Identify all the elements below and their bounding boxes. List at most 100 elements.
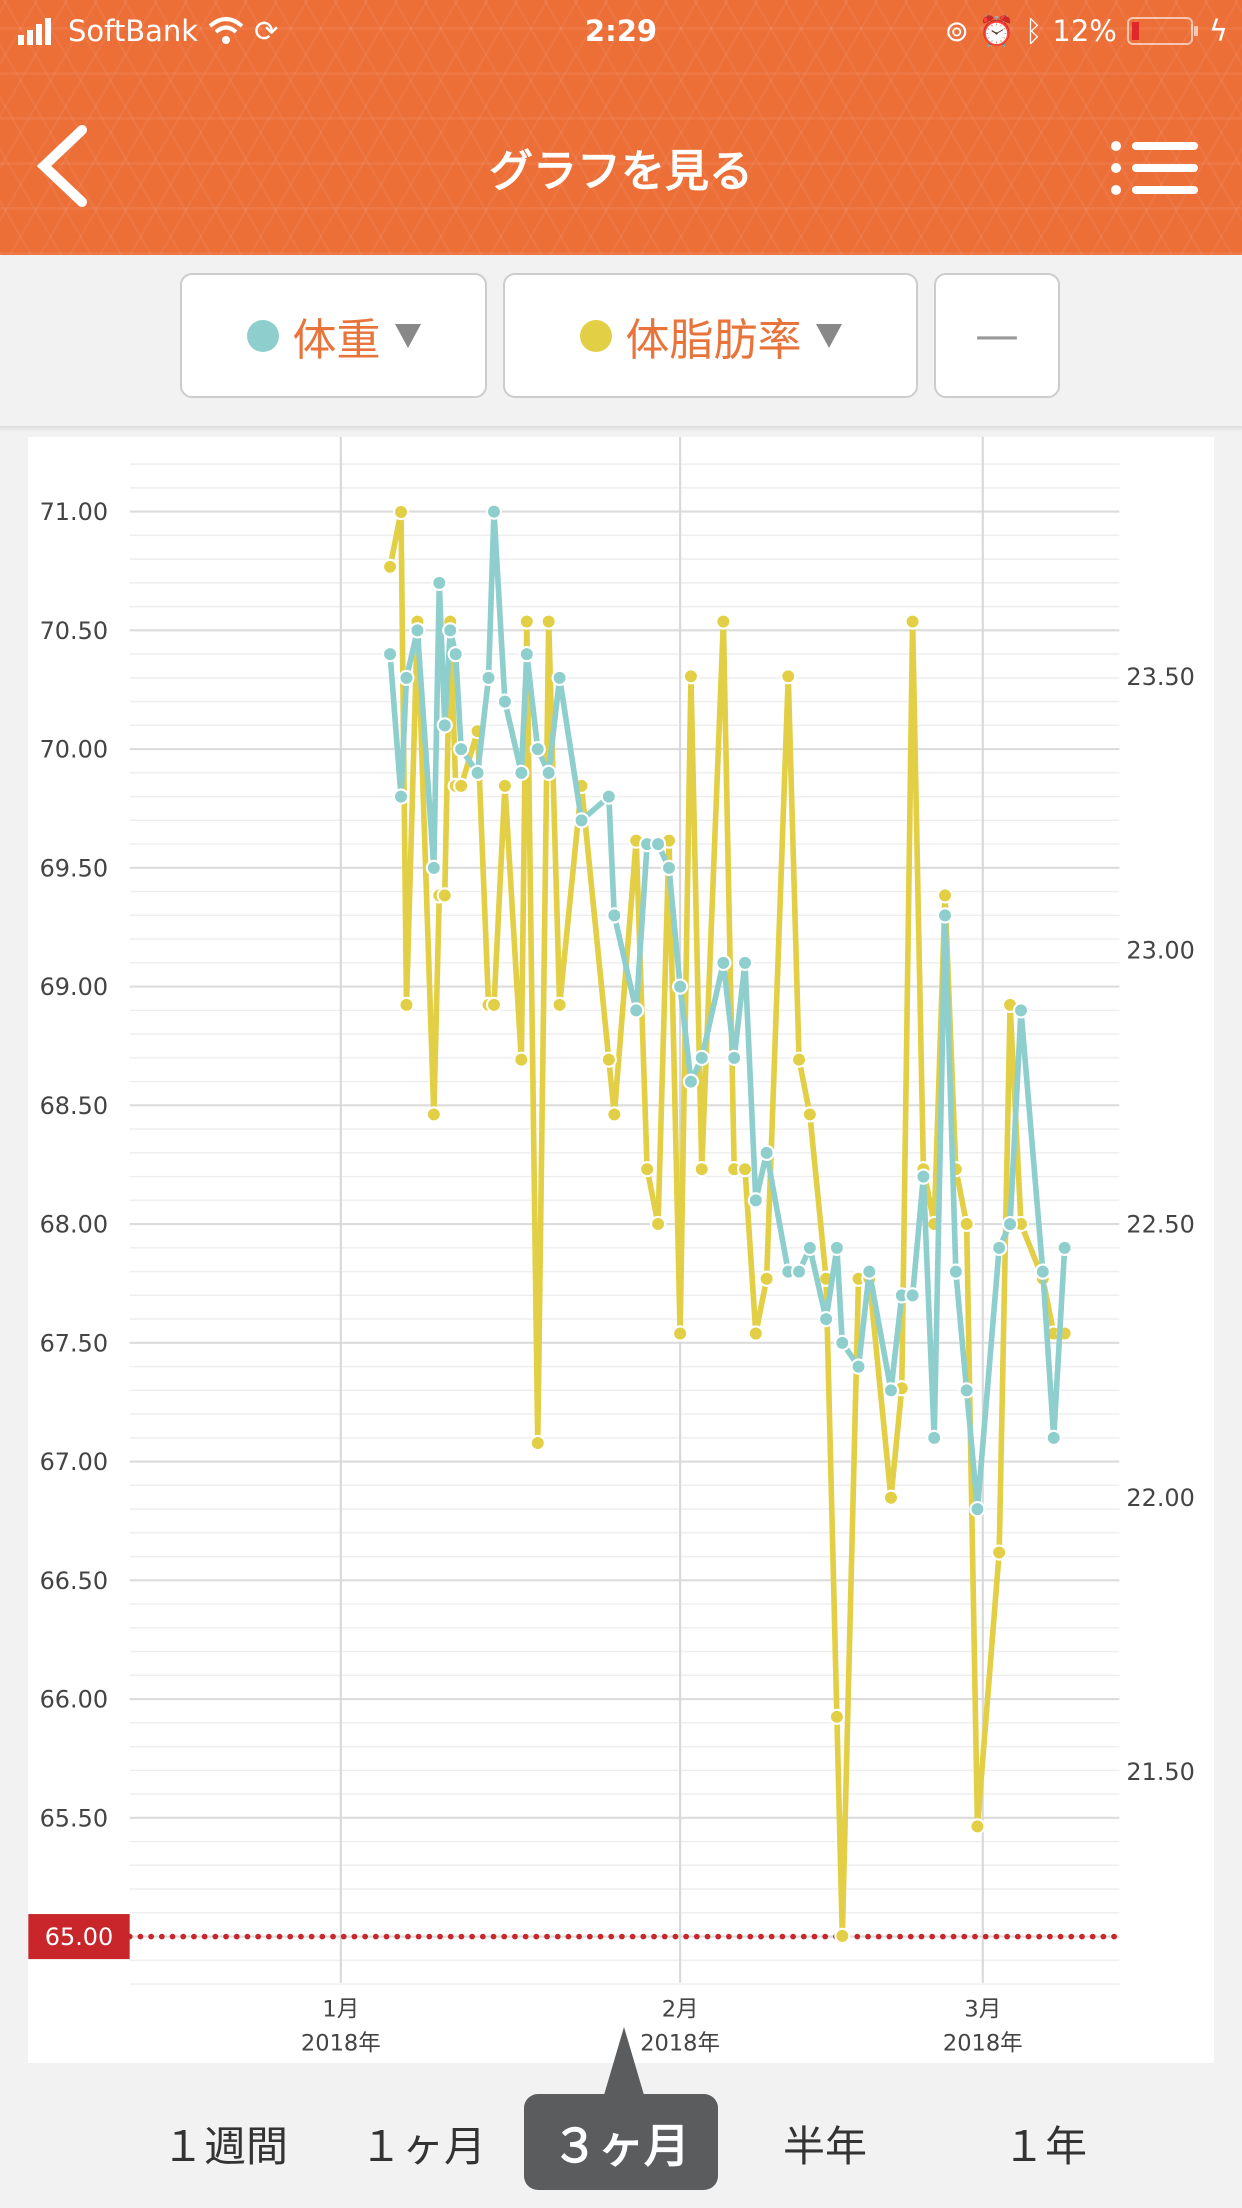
- data-point-weight: [1001, 1216, 1019, 1233]
- data-point-body-fat: [747, 1325, 764, 1342]
- target-label: 65.00: [45, 1923, 113, 1951]
- data-point-weight: [682, 1073, 700, 1090]
- y-left-tick: 68.00: [40, 1211, 108, 1239]
- y-right-tick: 22.00: [1126, 1484, 1194, 1512]
- y-left-tick: 70.50: [40, 617, 108, 645]
- none-label: —: [975, 310, 1019, 361]
- weight-series-select[interactable]: 体重: [180, 273, 487, 398]
- range-tab-3months[interactable]: ３ヶ月: [552, 2119, 690, 2173]
- data-point-weight: [817, 1310, 835, 1328]
- y-left-tick: 67.50: [40, 1329, 108, 1357]
- weight-legend-dot: [246, 319, 279, 352]
- data-point-body-fat: [828, 1708, 845, 1725]
- data-point-weight: [447, 646, 464, 663]
- data-point-weight: [736, 954, 754, 971]
- back-button[interactable]: [30, 120, 100, 210]
- data-point-weight: [969, 1500, 986, 1518]
- data-point-body-fat: [513, 1051, 530, 1068]
- data-point-body-fat: [780, 668, 797, 685]
- status-right: ⊚ ⏰ ᛒ 12% ϟ: [945, 8, 1228, 54]
- data-point-weight: [628, 1002, 645, 1019]
- data-point-weight: [398, 669, 415, 686]
- data-point-weight: [485, 503, 503, 520]
- data-point-weight: [453, 741, 470, 758]
- selected-range-pointer: [604, 2027, 644, 2095]
- data-point-body-fat: [715, 613, 732, 630]
- data-point-body-fat: [392, 503, 410, 521]
- data-point-body-fat: [485, 996, 503, 1013]
- data-point-body-fat: [834, 1927, 851, 1944]
- data-point-weight: [726, 1049, 743, 1066]
- data-point-weight: [573, 812, 590, 829]
- data-point-body-fat: [882, 1489, 900, 1506]
- data-point-weight: [600, 788, 617, 805]
- range-tab-6months[interactable]: 半年: [782, 2121, 867, 2171]
- data-point-weight: [518, 646, 535, 663]
- data-point-weight: [936, 907, 954, 924]
- data-point-weight: [834, 1334, 851, 1351]
- data-point-weight: [529, 741, 546, 758]
- data-point-weight: [1012, 1002, 1030, 1019]
- battery-icon: [1126, 17, 1198, 45]
- data-point-body-fat: [936, 887, 954, 904]
- x-tick-month: 3月: [964, 1997, 1001, 2023]
- divider: [0, 426, 1242, 432]
- data-point-weight: [1056, 1239, 1073, 1256]
- dropdown-arrow-icon: [815, 323, 842, 348]
- range-tab-1year[interactable]: １年: [1002, 2121, 1087, 2171]
- data-point-weight: [409, 622, 426, 639]
- data-point-weight: [958, 1382, 975, 1399]
- app-header: SoftBank ⟳ 2:29 ⊚ ⏰ ᛒ 12% ϟ グラフを見る: [0, 0, 1242, 255]
- data-point-weight: [425, 859, 442, 876]
- list-menu-icon[interactable]: [1110, 138, 1200, 198]
- data-point-weight: [991, 1239, 1008, 1256]
- data-point-weight: [926, 1429, 943, 1446]
- data-point-weight: [758, 1144, 775, 1161]
- data-point-weight: [436, 717, 453, 734]
- data-point-body-fat: [693, 1161, 710, 1178]
- data-point-weight: [715, 954, 732, 971]
- data-point-body-fat: [398, 996, 415, 1013]
- y-left-tick: 67.00: [40, 1448, 108, 1476]
- x-tick-month: 1月: [322, 1997, 359, 2023]
- data-point-weight: [513, 764, 530, 781]
- range-tab-1week[interactable]: １週間: [161, 2121, 288, 2171]
- data-point-weight: [747, 1192, 764, 1209]
- range-tab-1month[interactable]: １ヶ月: [359, 2121, 486, 2171]
- data-point-body-fat: [958, 1215, 975, 1233]
- carrier: SoftBank: [68, 14, 199, 48]
- battery-percent: 12%: [1052, 14, 1117, 48]
- y-left-tick: 65.50: [40, 1804, 108, 1832]
- wifi-icon: [208, 17, 244, 44]
- x-tick-year: 2018年: [301, 2030, 381, 2056]
- data-point-weight: [1045, 1429, 1062, 1446]
- data-point-body-fat: [425, 1106, 442, 1123]
- data-point-weight: [606, 907, 623, 924]
- data-point-weight: [915, 1168, 932, 1185]
- data-point-body-fat: [736, 1161, 754, 1178]
- data-point-body-fat: [600, 1051, 617, 1068]
- data-point-body-fat: [436, 887, 453, 904]
- y-left-tick: 66.50: [40, 1567, 108, 1595]
- data-point-weight: [693, 1049, 710, 1066]
- y-right-tick: 23.00: [1126, 937, 1194, 965]
- data-point-body-fat: [758, 1270, 775, 1287]
- clock: 2:29: [584, 14, 658, 48]
- data-point-weight: [480, 669, 497, 686]
- data-point-body-fat: [453, 777, 470, 794]
- page-title: グラフを見る: [489, 146, 753, 197]
- x-tick-year: 2018年: [943, 2030, 1023, 2056]
- charging-icon: ϟ: [1208, 14, 1228, 48]
- data-point-weight: [469, 764, 486, 781]
- data-point-weight: [381, 646, 399, 663]
- data-point-weight: [882, 1382, 900, 1399]
- data-point-body-fat: [381, 558, 399, 575]
- y-right-tick: 23.50: [1126, 663, 1194, 691]
- body-fat-series-select[interactable]: 体脂肪率: [503, 273, 918, 398]
- third-series-select[interactable]: —: [934, 273, 1060, 398]
- target-label-box: [28, 1914, 130, 1960]
- alarm-icon: ⏰: [978, 13, 1015, 48]
- data-point-body-fat: [682, 668, 700, 685]
- data-point-weight: [801, 1239, 818, 1256]
- body-fat-label: 体脂肪率: [625, 314, 802, 366]
